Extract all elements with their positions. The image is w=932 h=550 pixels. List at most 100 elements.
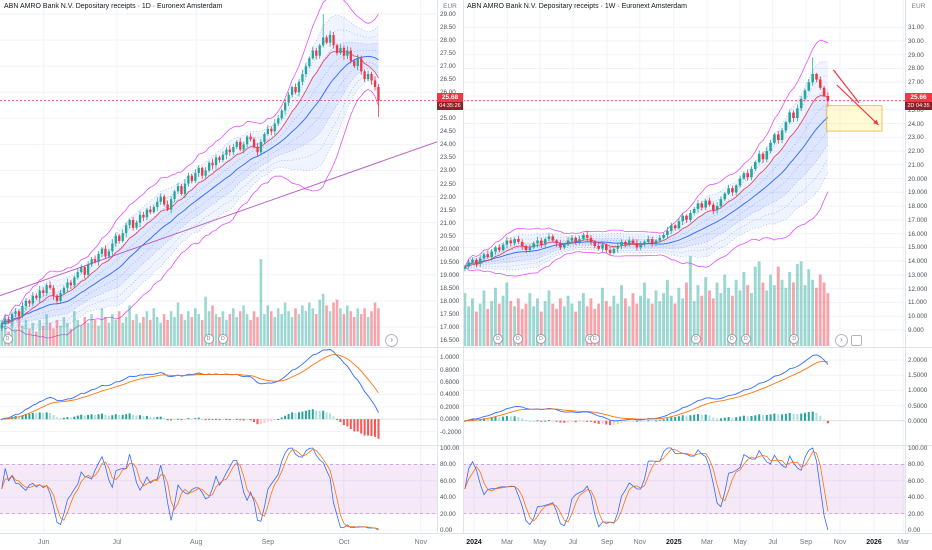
- stoch-axis-tick: 0.00: [440, 527, 453, 534]
- price-axis-tick: 29.00: [440, 11, 456, 18]
- dividend-marker[interactable]: D: [2, 334, 13, 344]
- dividend-marker[interactable]: D: [726, 334, 737, 344]
- symbol-header-weekly[interactable]: ABN AMRO Bank N.V. Depositary receipts ·…: [467, 3, 687, 10]
- macd-axis-tick: 0.0000: [908, 417, 928, 425]
- stoch-axis-tick: 60.00: [440, 477, 456, 485]
- trendline[interactable]: [0, 141, 437, 297]
- target-zone[interactable]: [825, 105, 883, 132]
- time-axis-label: Oct: [338, 539, 350, 546]
- pane-separator[interactable]: [0, 347, 932, 348]
- macd-axis-tick: 0.0000: [440, 416, 460, 424]
- stoch-axis-tick: 0.00: [908, 527, 921, 534]
- pane-separator[interactable]: [0, 445, 932, 446]
- time-axis-label: May: [533, 539, 547, 546]
- price-axis-tick: 24.50: [440, 128, 456, 136]
- dividend-marker[interactable]: D: [691, 334, 702, 344]
- price-axis-tick: 21.00: [440, 219, 456, 227]
- time-axis-label: 2024: [466, 539, 482, 546]
- macd-axis-tick: -0.2000: [440, 428, 462, 436]
- currency-label-daily: EUR: [443, 3, 457, 10]
- price-axis-tick: 26.50: [440, 76, 456, 84]
- daily-chart-canvas[interactable]: [0, 0, 437, 533]
- projection-arrow[interactable]: [836, 84, 879, 126]
- price-axis-tick: 24.00: [440, 141, 456, 149]
- stoch-axis-tick: 20.00: [440, 510, 456, 518]
- price-axis-tick: 20.000: [440, 245, 460, 253]
- dividend-marker[interactable]: D: [217, 334, 228, 344]
- last-price-value: 25.66: [905, 92, 932, 102]
- price-axis-tick: 13.000: [908, 271, 928, 279]
- price-axis-tick: 21.00: [908, 161, 924, 169]
- stoch-axis-tick: 60.00: [908, 477, 924, 485]
- bar-countdown: 2D 04:35: [905, 101, 932, 110]
- projection-arrow[interactable]: [832, 69, 860, 104]
- price-axis-tick: 16.500: [440, 337, 460, 344]
- macd-axis-tick: 0.8000: [440, 366, 460, 374]
- dividend-marker[interactable]: D: [589, 334, 600, 344]
- stoch-axis-tick: 20.00: [908, 510, 924, 518]
- price-axis-tick: 23.00: [908, 134, 924, 142]
- price-axis-tick: 29.00: [908, 51, 924, 59]
- macd-axis-tick: 0.2000: [440, 403, 460, 411]
- dividend-marker[interactable]: D: [789, 334, 800, 344]
- symbol-header-daily[interactable]: ABN AMRO Bank N.V. Depositary receipts ·…: [4, 3, 223, 10]
- price-axis-tick: 22.00: [440, 193, 456, 201]
- price-axis-tick: 17.500: [440, 310, 460, 318]
- time-axis-label: Jun: [38, 539, 50, 546]
- dividend-marker[interactable]: D: [203, 334, 214, 344]
- time-axis-label: Mar: [700, 539, 713, 546]
- price-axis-tick: 28.00: [440, 37, 456, 45]
- bar-countdown: 04:35:26: [437, 101, 463, 110]
- go-to-realtime-button[interactable]: ›: [385, 334, 399, 347]
- dividend-marker[interactable]: D: [535, 334, 546, 344]
- price-axis-tick: 18.000: [440, 297, 460, 305]
- currency-label-weekly: EUR: [911, 3, 926, 10]
- time-axis-label: 2025: [666, 539, 682, 546]
- price-axis-tick: 24.00: [908, 120, 924, 128]
- stoch-axis-tick: 40.00: [440, 494, 456, 502]
- dividend-marker[interactable]: D: [740, 334, 751, 344]
- price-axis-tick: 22.50: [440, 180, 456, 188]
- dividend-marker[interactable]: D: [512, 334, 523, 344]
- macd-axis-tick: 2.0000: [908, 357, 928, 365]
- price-axis-tick: 31.00: [908, 24, 924, 32]
- stoch-axis-tick: 100.00: [440, 445, 460, 452]
- time-axis-label: Mar: [897, 539, 910, 546]
- last-price-value: 25.68: [437, 92, 463, 102]
- price-axis-tick: 20.50: [440, 232, 456, 240]
- macd-axis-tick: 0.5000: [908, 402, 928, 410]
- price-axis-tick: 27.00: [908, 79, 924, 87]
- time-axis-label: Mar: [501, 539, 514, 546]
- price-axis-tick: 28.50: [440, 24, 456, 32]
- axis-border-weekly[interactable]: [905, 0, 906, 533]
- price-axis-tick: 27.00: [440, 63, 456, 71]
- macd-axis-tick: 1.0000: [908, 387, 928, 395]
- price-axis-tick: 28.00: [908, 65, 924, 73]
- time-axis[interactable]: Jun Jul Aug Sep Oct Nov 2024 Mar May Jul Sep Nov 202…: [0, 533, 932, 550]
- price-axis-tick: 14.000: [908, 258, 928, 266]
- chart-settings-button[interactable]: [850, 335, 862, 346]
- macd-axis-tick: 0.6000: [440, 378, 460, 386]
- price-axis-tick: 27.50: [440, 50, 456, 58]
- price-axis-tick: 10.000: [908, 313, 928, 321]
- go-to-realtime-button[interactable]: ›: [834, 334, 848, 347]
- time-axis-label: Jul: [112, 539, 122, 546]
- stoch-axis-tick: 80.00: [440, 461, 456, 469]
- last-price-label-daily[interactable]: 25.68 04:35:26: [437, 92, 463, 110]
- dividend-marker[interactable]: D: [493, 334, 504, 344]
- stoch-axis-tick: 100.00: [908, 445, 928, 452]
- time-axis-label: 2026: [866, 539, 882, 546]
- macd-axis-tick: 0.4000: [440, 391, 460, 399]
- time-axis-label: Nov: [633, 539, 647, 546]
- price-axis-tick: 11.000: [908, 299, 927, 307]
- price-axis-tick: 15.000: [908, 244, 928, 252]
- axis-border-daily[interactable]: [437, 0, 438, 533]
- time-axis-label: Nov: [414, 539, 428, 546]
- price-axis-tick: 22.00: [908, 148, 924, 156]
- weekly-chart-canvas[interactable]: [463, 0, 905, 533]
- time-axis-label: Jul: [568, 539, 578, 546]
- last-price-label-weekly[interactable]: 25.66 2D 04:35: [905, 92, 932, 110]
- price-axis-tick: 18.500: [440, 284, 460, 292]
- price-axis-tick: 21.50: [440, 206, 456, 214]
